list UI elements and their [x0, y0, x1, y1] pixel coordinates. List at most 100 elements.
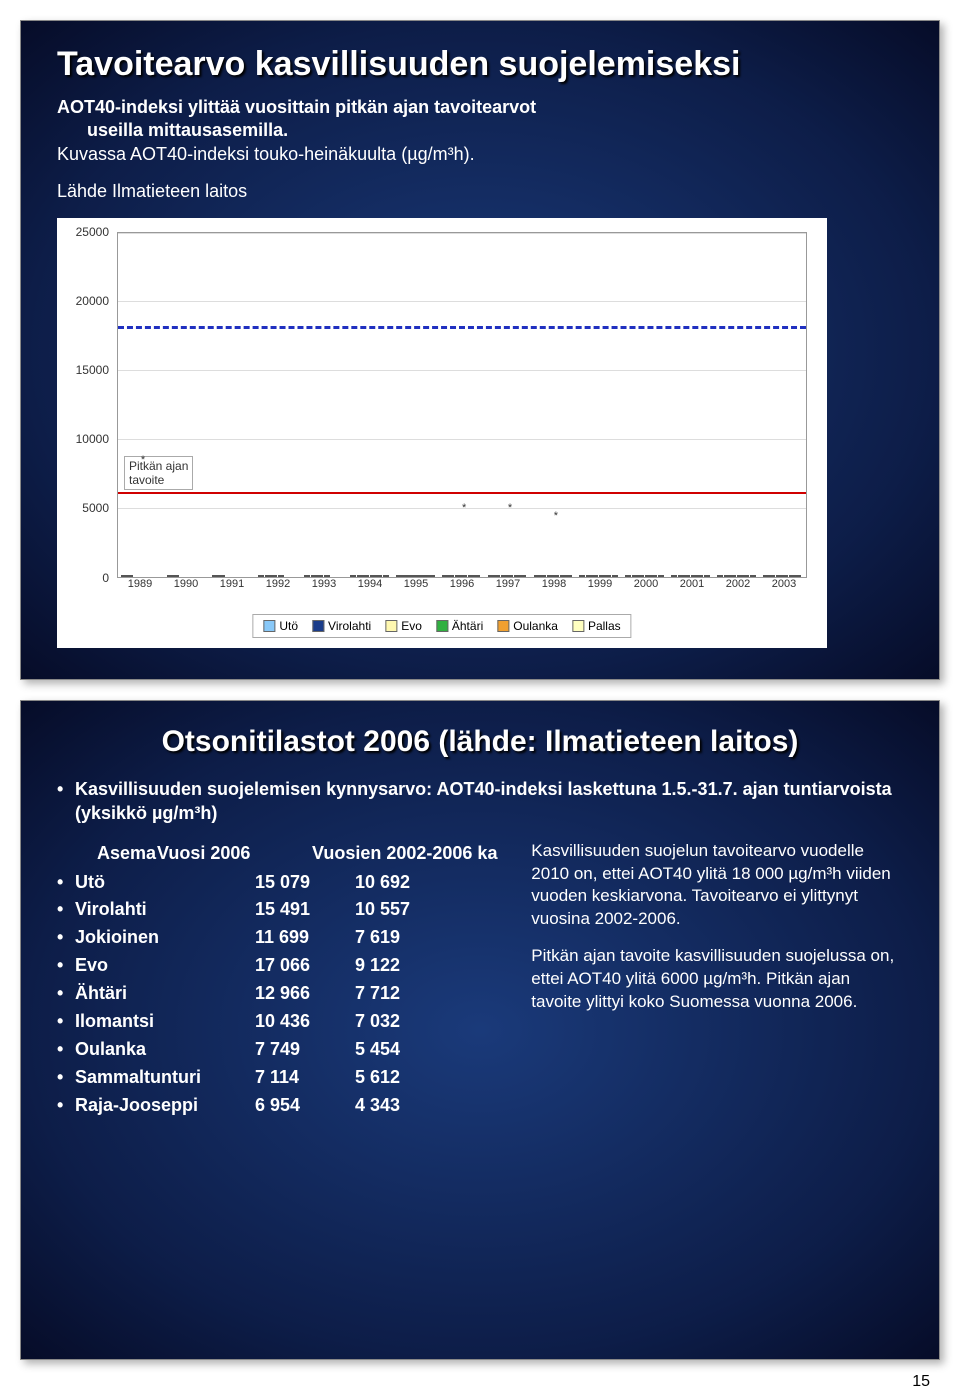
chart-bars: **** — [118, 233, 806, 577]
legend-swatch — [312, 620, 324, 632]
table-row: Evo17 0669 122 — [57, 952, 511, 980]
bar — [625, 575, 631, 577]
legend-swatch — [436, 620, 448, 632]
bar — [566, 575, 572, 577]
legend-item: Utö — [263, 619, 298, 633]
chart-y-axis: 0500010000150002000025000 — [57, 232, 115, 578]
bar — [212, 575, 218, 577]
table-header: Asema Vuosi 2006 Vuosien 2002-2006 ka — [57, 840, 511, 867]
cell-asema: Oulanka — [75, 1036, 255, 1064]
cell-vuosi: 17 066 — [255, 952, 355, 980]
bar — [402, 575, 408, 577]
x-tick-label: 1995 — [404, 578, 428, 590]
legend-item: Pallas — [572, 619, 621, 633]
bar — [173, 575, 179, 577]
cell-vuosi: 15 079 — [255, 869, 355, 897]
cell-vuosi: 15 491 — [255, 896, 355, 924]
bar — [553, 575, 559, 577]
bar — [265, 575, 271, 577]
bar — [605, 575, 611, 577]
cell-ka: 7 712 — [355, 980, 455, 1008]
bar — [684, 575, 690, 577]
chart-plot-area: Pitkän ajan tavoite **** — [117, 232, 807, 578]
bar — [468, 575, 474, 577]
bar — [474, 575, 480, 577]
legend-swatch — [572, 620, 584, 632]
page-number: 15 — [912, 1373, 930, 1391]
bar — [494, 575, 500, 577]
bar — [350, 575, 356, 577]
cell-vuosi: 11 699 — [255, 924, 355, 952]
bar — [724, 575, 730, 577]
bar — [632, 575, 638, 577]
y-tick-label: 5000 — [82, 501, 109, 515]
side-paragraph-1: Kasvillisuuden suojelun tavoitearvo vuod… — [531, 840, 903, 932]
bar — [782, 575, 788, 577]
x-tick-label: 2001 — [680, 578, 704, 590]
bar — [697, 575, 703, 577]
cell-asema: Sammaltunturi — [75, 1064, 255, 1092]
bar — [776, 575, 782, 577]
bar — [691, 575, 697, 577]
cell-asema: Jokioinen — [75, 924, 255, 952]
bar — [671, 575, 677, 577]
bar — [795, 575, 801, 577]
slide-1-desc-1: AOT40-indeksi ylittää vuosittain pitkän … — [57, 96, 903, 119]
slide-1: Tavoitearvo kasvillisuuden suojelemiseks… — [20, 20, 940, 680]
x-tick-label: 1996 — [450, 578, 474, 590]
legend-label: Oulanka — [513, 619, 558, 633]
y-tick-label: 0 — [102, 571, 109, 585]
x-tick-label: 2000 — [634, 578, 658, 590]
bar — [357, 575, 363, 577]
table-row: Virolahti15 49110 557 — [57, 896, 511, 924]
bar — [534, 575, 540, 577]
legend-label: Pallas — [588, 619, 621, 633]
table-row: Utö15 07910 692 — [57, 869, 511, 897]
cell-asema: Virolahti — [75, 896, 255, 924]
bar — [461, 575, 467, 577]
table-row: Jokioinen11 6997 619 — [57, 924, 511, 952]
bar — [324, 575, 330, 577]
bar — [428, 575, 434, 577]
slide-2-table: Asema Vuosi 2006 Vuosien 2002-2006 ka Ut… — [57, 840, 511, 1120]
cell-vuosi: 7 114 — [255, 1064, 355, 1092]
bar — [638, 575, 644, 577]
table-row: Oulanka7 7495 454 — [57, 1036, 511, 1064]
bar — [507, 575, 513, 577]
cell-ka: 9 122 — [355, 952, 455, 980]
bar — [586, 575, 592, 577]
bar — [317, 575, 323, 577]
bar — [737, 575, 743, 577]
x-tick-label: 2002 — [726, 578, 750, 590]
slide-1-desc-3: Kuvassa AOT40-indeksi touko-heinäkuulta … — [57, 143, 903, 166]
bar — [258, 575, 264, 577]
table-row: Sammaltunturi7 1145 612 — [57, 1064, 511, 1092]
bar — [730, 575, 736, 577]
y-tick-label: 20000 — [76, 294, 109, 308]
legend-item: Ähtäri — [436, 619, 483, 633]
cell-ka: 10 557 — [355, 896, 455, 924]
bar — [540, 575, 546, 577]
bar — [750, 575, 756, 577]
bar — [363, 575, 369, 577]
bar — [376, 575, 382, 577]
x-tick-label: 1999 — [588, 578, 612, 590]
slide-2-sidetext: Kasvillisuuden suojelun tavoitearvo vuod… — [531, 840, 903, 1120]
bar — [409, 575, 415, 577]
x-tick-label: 1994 — [358, 578, 382, 590]
y-tick-label: 15000 — [76, 363, 109, 377]
x-tick-label: 1991 — [220, 578, 244, 590]
legend-label: Evo — [401, 619, 422, 633]
bar — [278, 575, 284, 577]
bar — [651, 575, 657, 577]
cell-vuosi: 7 749 — [255, 1036, 355, 1064]
slide-1-title: Tavoitearvo kasvillisuuden suojelemiseks… — [57, 45, 903, 84]
cell-ka: 7 619 — [355, 924, 455, 952]
bar — [743, 575, 749, 577]
bar — [599, 575, 605, 577]
x-tick-label: 2003 — [772, 578, 796, 590]
bar — [396, 575, 402, 577]
cell-vuosi: 12 966 — [255, 980, 355, 1008]
slide-2-content: Otsonitilastot 2006 (lähde: Ilmatieteen … — [21, 701, 939, 1359]
x-tick-label: 1998 — [542, 578, 566, 590]
